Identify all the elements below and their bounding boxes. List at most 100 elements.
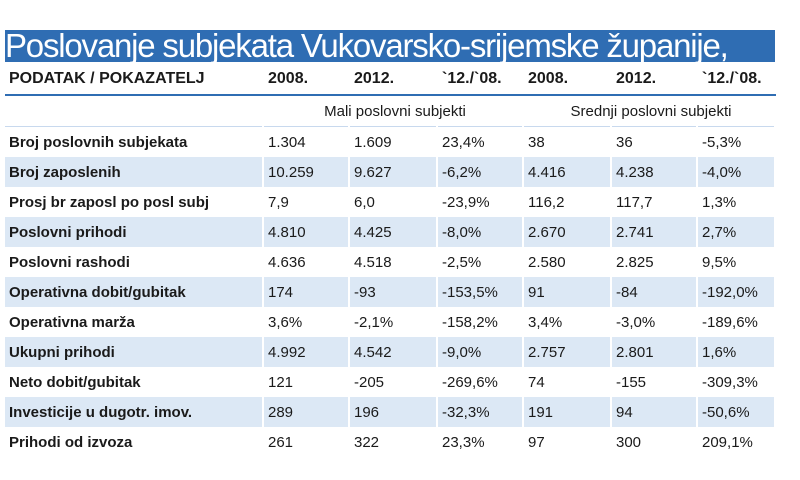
cell: 1,3% — [697, 187, 776, 217]
cell: 9,5% — [697, 247, 776, 277]
cell: -23,9% — [437, 187, 524, 217]
cell: -309,3% — [697, 367, 776, 397]
cell: -4,0% — [697, 157, 776, 187]
cell: 300 — [611, 427, 698, 457]
row-label: Broj poslovnih subjekata — [5, 126, 264, 157]
data-row: Broj zaposlenih 10.259 9.627 -6,2% 4.416 4.23… — [5, 157, 776, 187]
column-header: `12./`08. — [697, 64, 776, 96]
cell: 117,7 — [611, 187, 698, 217]
cell: 121 — [263, 367, 350, 397]
cell: -189,6% — [697, 307, 776, 337]
column-header: 2008. — [523, 64, 612, 96]
cell: 4.425 — [349, 217, 438, 247]
cell: 4.416 — [523, 157, 612, 187]
row-label: Ukupni prihodi — [5, 337, 264, 367]
cell: 1,6% — [697, 337, 776, 367]
cell: 289 — [263, 397, 350, 427]
column-header: 2008. — [263, 64, 350, 96]
cell: 174 — [263, 277, 350, 307]
cell: -158,2% — [437, 307, 524, 337]
cell: -2,5% — [437, 247, 524, 277]
cell: -9,0% — [437, 337, 524, 367]
cell: 94 — [611, 397, 698, 427]
group-row: Mali poslovni subjekti Srednji poslovni s… — [5, 95, 776, 127]
cell: 6,0 — [349, 187, 438, 217]
cell: 74 — [523, 367, 612, 397]
cell: 191 — [523, 397, 612, 427]
cell: 1.304 — [263, 126, 350, 157]
cell: -5,3% — [697, 126, 776, 157]
cell: 9.627 — [349, 157, 438, 187]
cell: -192,0% — [697, 277, 776, 307]
cell: 1.609 — [349, 126, 438, 157]
cell: 2,7% — [697, 217, 776, 247]
cell: 4.992 — [263, 337, 350, 367]
cell: 2.801 — [611, 337, 698, 367]
data-row: Neto dobit/gubitak 121 -205 -269,6% 74 -155 -3… — [5, 367, 776, 397]
data-row: Prosj br zaposl po posl subj 7,9 6,0 -23,9%… — [5, 187, 776, 217]
column-header: PODATAK / POKAZATELJ — [5, 64, 264, 96]
cell: 97 — [523, 427, 612, 457]
data-table: PODATAK / POKAZATELJ 2008. 2012. `12./`08. 2… — [5, 64, 776, 457]
row-label: Operativna marža — [5, 307, 264, 337]
cell: -153,5% — [437, 277, 524, 307]
group-header: Srednji poslovni subjekti — [523, 95, 776, 127]
row-label: Poslovni prihodi — [5, 217, 264, 247]
row-label: Investicije u dugotr. imov. — [5, 397, 264, 427]
cell: -155 — [611, 367, 698, 397]
cell: 322 — [349, 427, 438, 457]
row-label: Prosj br zaposl po posl subj — [5, 187, 264, 217]
column-header: 2012. — [349, 64, 438, 96]
cell: 91 — [523, 277, 612, 307]
cell: 261 — [263, 427, 350, 457]
row-label: Prihodi od izvoza — [5, 427, 264, 457]
cell: 116,2 — [523, 187, 612, 217]
cell: 4.636 — [263, 247, 350, 277]
cell: 196 — [349, 397, 438, 427]
cell: 4.238 — [611, 157, 698, 187]
cell: 4.810 — [263, 217, 350, 247]
cell: -8,0% — [437, 217, 524, 247]
cell: 2.580 — [523, 247, 612, 277]
column-header: 2012. — [611, 64, 698, 96]
data-row: Poslovni rashodi 4.636 4.518 -2,5% 2.580 2.82… — [5, 247, 776, 277]
cell: 3,4% — [523, 307, 612, 337]
title: Poslovanje subjekata Vukovarsko-srijemsk… — [5, 30, 775, 62]
cell: -2,1% — [349, 307, 438, 337]
cell: 4.518 — [349, 247, 438, 277]
cell: 2.741 — [611, 217, 698, 247]
cell: 2.670 — [523, 217, 612, 247]
cell: 209,1% — [697, 427, 776, 457]
row-label: Neto dobit/gubitak — [5, 367, 264, 397]
cell: 4.542 — [349, 337, 438, 367]
row-label: Poslovni rashodi — [5, 247, 264, 277]
data-row: Broj poslovnih subjekata 1.304 1.609 23,4% 3… — [5, 126, 776, 157]
cell: -3,0% — [611, 307, 698, 337]
cell: 23,4% — [437, 126, 524, 157]
data-row: Ukupni prihodi 4.992 4.542 -9,0% 2.757 2.801 1… — [5, 337, 776, 367]
group-header: Mali poslovni subjekti — [263, 95, 524, 127]
cell: -269,6% — [437, 367, 524, 397]
data-row: Operativna marža 3,6% -2,1% -158,2% 3,4% -3,0… — [5, 307, 776, 337]
column-header: `12./`08. — [437, 64, 524, 96]
cell: -84 — [611, 277, 698, 307]
cell: 36 — [611, 126, 698, 157]
cell: 2.757 — [523, 337, 612, 367]
cell: -32,3% — [437, 397, 524, 427]
cell: -205 — [349, 367, 438, 397]
data-row: Prihodi od izvoza 261 322 23,3% 97 300 209,1% — [5, 427, 776, 457]
data-row: Investicije u dugotr. imov. 289 196 -32,3% 1… — [5, 397, 776, 427]
empty-cell — [5, 95, 264, 127]
header-row: PODATAK / POKAZATELJ 2008. 2012. `12./`08. 2… — [5, 64, 776, 96]
cell: -50,6% — [697, 397, 776, 427]
row-label: Broj zaposlenih — [5, 157, 264, 187]
cell: -93 — [349, 277, 438, 307]
data-row: Poslovni prihodi 4.810 4.425 -8,0% 2.670 2.74… — [5, 217, 776, 247]
cell: 10.259 — [263, 157, 350, 187]
cell: 23,3% — [437, 427, 524, 457]
cell: 2.825 — [611, 247, 698, 277]
cell: -6,2% — [437, 157, 524, 187]
cell: 7,9 — [263, 187, 350, 217]
cell: 38 — [523, 126, 612, 157]
